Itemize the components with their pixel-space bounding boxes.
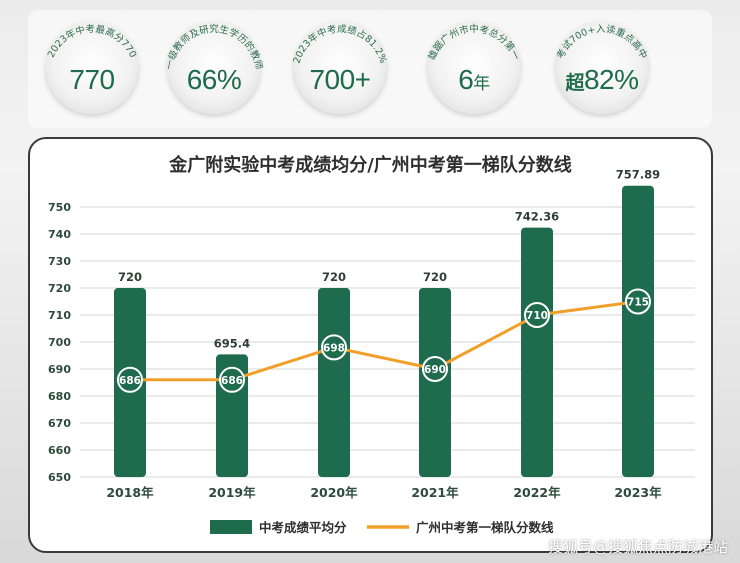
line-point-label: 690 [424,364,446,376]
stat-item: 2023年中考最高分770 770 [38,14,146,122]
legend-bar-label: 中考成绩平均分 [259,520,347,535]
stat-caption-arc: 一级教师及研究生学历的教师 [164,23,265,71]
y-tick-label: 690 [48,363,71,376]
y-tick-label: 650 [48,471,71,484]
y-tick-label: 660 [48,444,71,457]
bar-data-label: 720 [322,270,346,284]
stat-value: 700+ [286,64,394,96]
line-point [524,302,550,328]
bar [521,227,553,477]
x-tick-label: 2019年 [208,485,256,500]
line-point [625,288,651,315]
legend-bar-swatch [210,520,252,534]
stat-caption-arc: 雄踞广州市中考总分第一 [426,23,522,62]
x-tick-label: 2018年 [106,485,154,500]
bar [419,288,451,477]
stat-disc [168,22,260,114]
stat-disc [556,22,648,114]
line-series [130,300,639,382]
bar-data-label: 695.4 [214,336,250,350]
x-tick-label: 2020年 [310,485,358,500]
stat-value-suffix: 年 [473,74,490,93]
stat-value-number: 6 [458,64,474,95]
stat-caption: 雄踞广州市中考总分第一 [426,23,522,62]
chart: 650 660 670 680 690 700 710 720 730 740 750 720 695.… [48,168,695,535]
y-tick-label: 750 [48,201,71,214]
line-point [117,366,143,393]
x-tick-label: 2023年 [614,485,662,500]
stat-value: 6年 [420,64,528,96]
line-point [422,356,448,382]
line-point-label: 686 [221,375,243,387]
watermark: 搜狐号@搜狐焦点防城港站 [547,538,728,556]
stat-item: 一级教师及研究生学历的教师 66% [160,14,268,122]
stat-value-number: 66% [186,64,242,95]
y-tick-label: 730 [48,255,71,268]
y-tick-label: 670 [48,417,71,430]
stat-caption: 2023年中考最高分770 [46,24,138,60]
line-point-label: 715 [627,297,649,309]
line-point-label: 686 [119,375,141,387]
y-tick-label: 680 [48,390,71,403]
bar [318,288,350,477]
y-tick-label: 740 [48,228,71,241]
stat-value: 66% [160,64,268,96]
line-point-label: 710 [526,310,548,322]
y-tick-label: 710 [48,309,71,322]
x-tick-label: 2021年 [411,485,459,500]
bar-data-label: 720 [118,270,142,284]
stat-caption: 考试700+入读重点高中 [555,23,650,61]
chart-card: 金广附实验中考成绩均分/广州中考第一梯队分数线 650 660 670 680 690 7… [28,137,713,553]
bar-data-label: 742.36 [515,210,559,224]
line-point-label: 698 [323,342,345,354]
chart-title: 金广附实验中考成绩均分/广州中考第一梯队分数线 [169,155,572,176]
stat-value: 超82% [548,64,656,96]
stat-value-prefix: 超 [565,73,584,94]
legend-line-label: 广州中考第一梯队分数线 [416,520,554,535]
y-tick-label: 720 [48,282,71,295]
stat-item: 雄踞广州市中考总分第一 6年 [420,14,528,122]
line-point [219,366,245,393]
stat-value-number: 770 [69,64,115,95]
bar-data-label: 757.89 [616,168,660,182]
stat-caption-arc: 考试700+入读重点高中 [555,23,650,61]
stat-caption: 2023年中考成绩占81.2% [291,23,388,65]
stat-value: 770 [38,64,146,96]
stat-disc [428,22,520,114]
stat-value-number: 700+ [309,64,371,95]
stat-disc [294,22,386,114]
stat-value-number: 82% [583,64,639,95]
x-tick-label: 2022年 [513,485,561,500]
bar-data-label: 720 [423,270,447,284]
bar [622,185,654,477]
y-tick-label: 700 [48,336,71,349]
stat-caption-arc: 2023年中考成绩占81.2% [291,23,388,65]
line-point [321,334,347,361]
stat-caption-arc: 2023年中考最高分770 [46,24,138,60]
stat-item: 考试700+入读重点高中 超82% [548,14,656,122]
stat-disc [46,22,138,114]
stat-item: 2023年中考成绩占81.2% 700+ [286,14,394,122]
